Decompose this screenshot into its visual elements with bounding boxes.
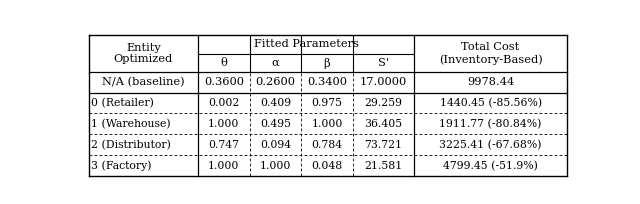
Text: β: β (324, 58, 330, 69)
Text: 0.048: 0.048 (312, 161, 342, 171)
Text: 0.495: 0.495 (260, 119, 291, 129)
Text: S': S' (378, 58, 389, 68)
Text: 0 (Retailer): 0 (Retailer) (92, 98, 154, 108)
Text: 1.000: 1.000 (208, 161, 239, 171)
Text: 0.002: 0.002 (208, 98, 239, 108)
Text: 1911.77 (-80.84%): 1911.77 (-80.84%) (440, 119, 541, 129)
Text: 3225.41 (-67.68%): 3225.41 (-67.68%) (439, 140, 542, 150)
Text: 9978.44: 9978.44 (467, 77, 514, 87)
Text: 3 (Factory): 3 (Factory) (92, 160, 152, 171)
Text: θ: θ (220, 58, 227, 68)
Text: 0.975: 0.975 (312, 98, 342, 108)
Text: 1 (Warehouse): 1 (Warehouse) (92, 119, 171, 129)
Text: Entity
Optimized: Entity Optimized (114, 43, 173, 64)
Text: Fitted Parameters: Fitted Parameters (253, 39, 358, 49)
Text: 36.405: 36.405 (364, 119, 403, 129)
Text: Total Cost
(Inventory-Based): Total Cost (Inventory-Based) (438, 42, 543, 64)
Text: 0.3600: 0.3600 (204, 77, 244, 87)
Text: 0.784: 0.784 (312, 140, 342, 150)
Text: N/A (baseline): N/A (baseline) (102, 77, 185, 88)
Text: 29.259: 29.259 (364, 98, 403, 108)
Text: 0.2600: 0.2600 (255, 77, 296, 87)
Text: 0.747: 0.747 (208, 140, 239, 150)
Text: 1440.45 (-85.56%): 1440.45 (-85.56%) (440, 98, 541, 108)
Text: 1.000: 1.000 (260, 161, 291, 171)
Text: 4799.45 (-51.9%): 4799.45 (-51.9%) (443, 161, 538, 171)
Text: 1.000: 1.000 (311, 119, 343, 129)
Text: 21.581: 21.581 (364, 161, 403, 171)
Text: 73.721: 73.721 (364, 140, 403, 150)
Text: 0.3400: 0.3400 (307, 77, 347, 87)
Text: 0.094: 0.094 (260, 140, 291, 150)
Text: 1.000: 1.000 (208, 119, 239, 129)
Text: α: α (271, 58, 279, 68)
Text: 0.409: 0.409 (260, 98, 291, 108)
Text: 17.0000: 17.0000 (360, 77, 407, 87)
Text: 2 (Distributor): 2 (Distributor) (92, 140, 172, 150)
